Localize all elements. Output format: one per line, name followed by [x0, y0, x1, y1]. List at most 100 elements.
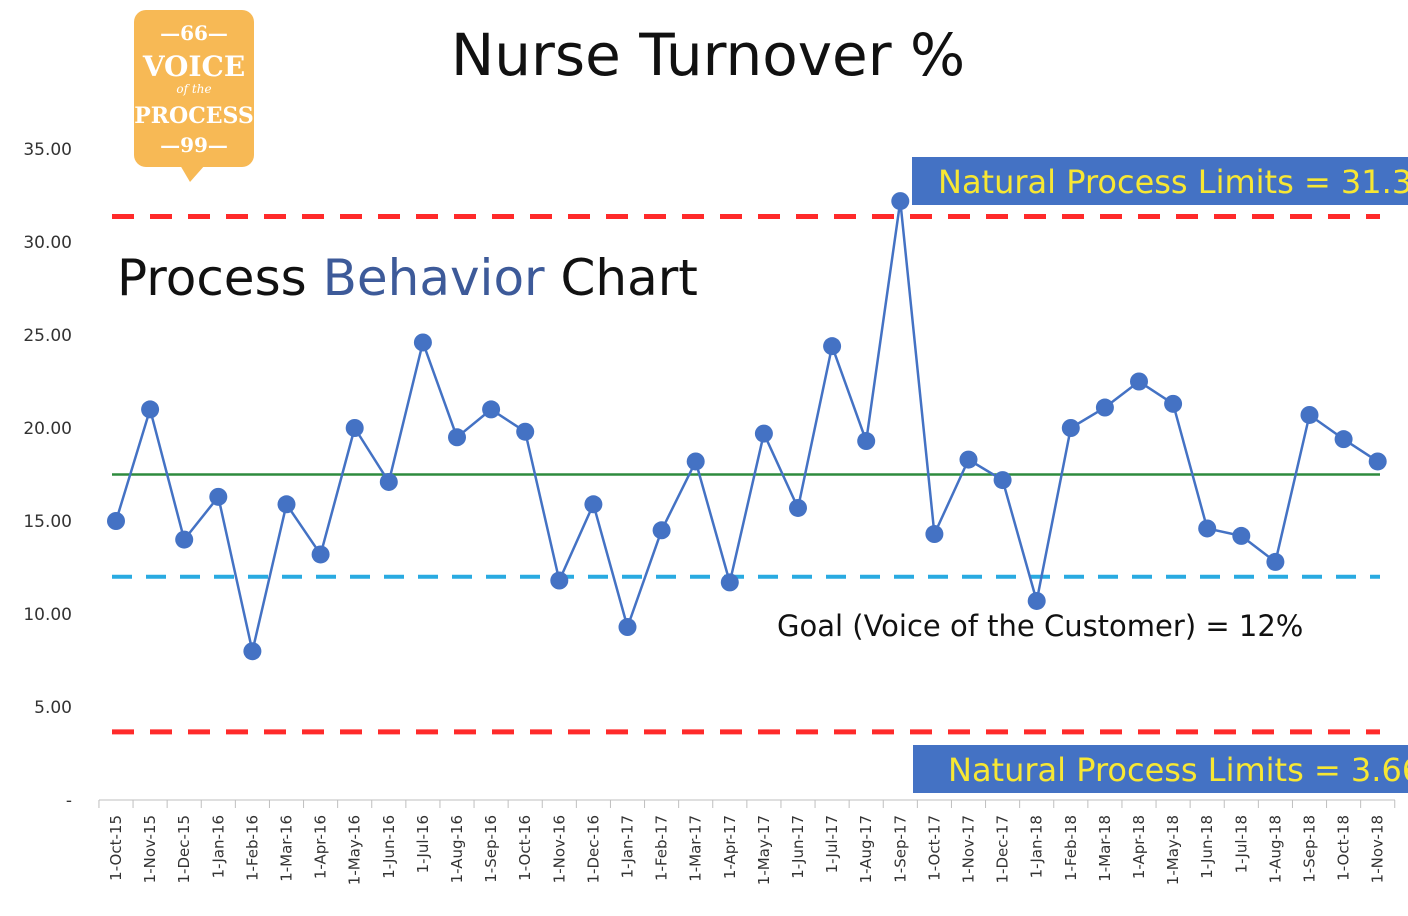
data-point	[550, 571, 569, 590]
chart-subtitle: Process Behavior Chart	[117, 249, 698, 307]
x-tick-label: 1-Apr-16	[312, 815, 330, 879]
data-point	[209, 487, 228, 506]
data-point	[686, 452, 705, 471]
x-tick-label: 1-Aug-17	[857, 815, 875, 883]
x-tick-label: 1-Oct-16	[516, 815, 534, 881]
x-tick-label: 1-Jun-16	[380, 815, 398, 879]
data-point	[482, 400, 501, 419]
data-point	[311, 545, 330, 564]
subtitle-part-2: Behavior	[323, 249, 545, 307]
data-point	[141, 400, 160, 419]
upper-limit-text: Natural Process Limits = 31.37	[938, 163, 1408, 201]
data-point	[175, 530, 194, 549]
data-point	[1095, 398, 1114, 417]
x-tick-label: 1-Jul-18	[1232, 815, 1250, 873]
x-tick-label: 1-May-18	[1164, 815, 1182, 885]
y-tick-label: 10.00	[23, 605, 72, 625]
data-point	[1130, 372, 1148, 391]
lower-limit-box	[913, 745, 1408, 793]
data-point	[1198, 519, 1217, 538]
x-tick-label: 1-Mar-17	[687, 815, 705, 882]
x-tick-label: 1-Jul-16	[414, 815, 432, 873]
voice-of-the-process-logo: —66— VOICE of the PROCESS —99—	[134, 10, 254, 182]
x-tick-label: 1-Oct-15	[107, 815, 125, 881]
x-tick-label: 1-Sep-17	[891, 815, 909, 883]
logo-badge	[134, 10, 254, 167]
logo-process: PROCESS	[134, 103, 254, 129]
x-tick-label: 1-Feb-16	[243, 815, 261, 881]
data-point	[823, 337, 842, 356]
subtitle-part-1: Process	[117, 249, 323, 307]
x-tick-label: 1-Sep-18	[1301, 815, 1319, 883]
y-axis-ticks: - 5.00 10.00 15.00 20.00 25.00 30.00 35.00	[23, 140, 72, 811]
x-tick-label: 1-Mar-18	[1096, 815, 1114, 882]
y-tick-label: -	[66, 791, 72, 811]
data-point	[413, 333, 432, 352]
data-point	[379, 472, 398, 491]
x-tick-label: 1-Jun-18	[1198, 815, 1216, 879]
x-tick-label: 1-May-16	[346, 815, 364, 885]
x-tick-label: 1-Oct-18	[1335, 815, 1353, 881]
data-point	[789, 498, 807, 517]
data-point	[277, 495, 296, 514]
data-point	[1368, 452, 1387, 471]
subtitle-part-3: Chart	[545, 249, 698, 307]
logo-quote-open: —66—	[160, 21, 228, 45]
x-tick-label: 1-Oct-17	[925, 815, 943, 881]
x-tick-label: 1-Nov-17	[960, 815, 978, 883]
logo-voice: VOICE	[142, 50, 245, 83]
data-point	[243, 642, 262, 661]
x-axis: 1-Oct-15 1-Nov-15 1-Dec-15 1-Jan-16 1-Feb-16…	[98, 799, 1396, 885]
reference-lines	[112, 214, 1380, 735]
x-tick-label: 1-Mar-16	[278, 815, 296, 882]
x-tick-label: 1-Jul-17	[823, 815, 841, 873]
goal-label: Goal (Voice of the Customer) = 12%	[777, 609, 1303, 643]
x-tick-label: 1-Sep-16	[482, 815, 500, 883]
data-point	[1300, 405, 1319, 424]
x-tick-label: 1-Dec-15	[175, 815, 193, 883]
lower-limit-label: Natural Process Limits = 3.66	[913, 745, 1408, 793]
logo-speech-tail	[180, 165, 205, 182]
data-point	[448, 428, 466, 447]
x-tick-label: 1-Apr-17	[721, 815, 739, 879]
y-tick-label: 15.00	[23, 512, 72, 532]
data-point	[618, 618, 637, 637]
data-point	[754, 424, 773, 443]
data-point	[652, 521, 671, 540]
upper-limit-label: Natural Process Limits = 31.37	[912, 157, 1408, 205]
logo-of-the: of the	[176, 82, 211, 96]
x-tick-label: 1-May-17	[755, 815, 773, 885]
data-point	[993, 471, 1012, 490]
x-tick-label: 1-Nov-16	[550, 815, 568, 883]
upper-limit-box	[912, 157, 1408, 205]
data-point	[959, 450, 978, 469]
lower-limit-text: Natural Process Limits = 3.66	[948, 751, 1408, 789]
y-tick-label: 20.00	[23, 419, 72, 439]
data-point	[720, 573, 739, 592]
x-tick-label: 1-Jan-16	[209, 815, 227, 878]
data-point	[1027, 591, 1046, 610]
data-point	[584, 495, 603, 514]
x-tick-label: 1-Aug-18	[1266, 815, 1284, 883]
x-tick-label: 1-Apr-18	[1130, 815, 1148, 879]
x-tick-label: 1-Nov-18	[1369, 815, 1387, 883]
chart-title: Nurse Turnover %	[451, 21, 965, 89]
x-tick-label: 1-Aug-16	[448, 815, 466, 883]
data-point	[516, 422, 535, 441]
data-points	[107, 192, 1387, 661]
x-tick-label: 1-Jan-18	[1028, 815, 1046, 878]
y-tick-label: 30.00	[23, 233, 72, 253]
data-point	[1266, 552, 1285, 571]
data-point	[1061, 419, 1080, 437]
x-tick-label: 1-Feb-18	[1062, 815, 1080, 881]
data-point	[1232, 526, 1251, 545]
y-tick-label: 25.00	[23, 326, 72, 346]
data-point	[891, 192, 910, 211]
x-tick-label: 1-Jan-17	[619, 815, 637, 878]
y-tick-label: 5.00	[34, 698, 72, 718]
x-tick-label: 1-Feb-17	[653, 815, 671, 881]
x-tick-label: 1-Dec-16	[584, 815, 602, 883]
x-tick-label: 1-Nov-15	[141, 815, 159, 883]
